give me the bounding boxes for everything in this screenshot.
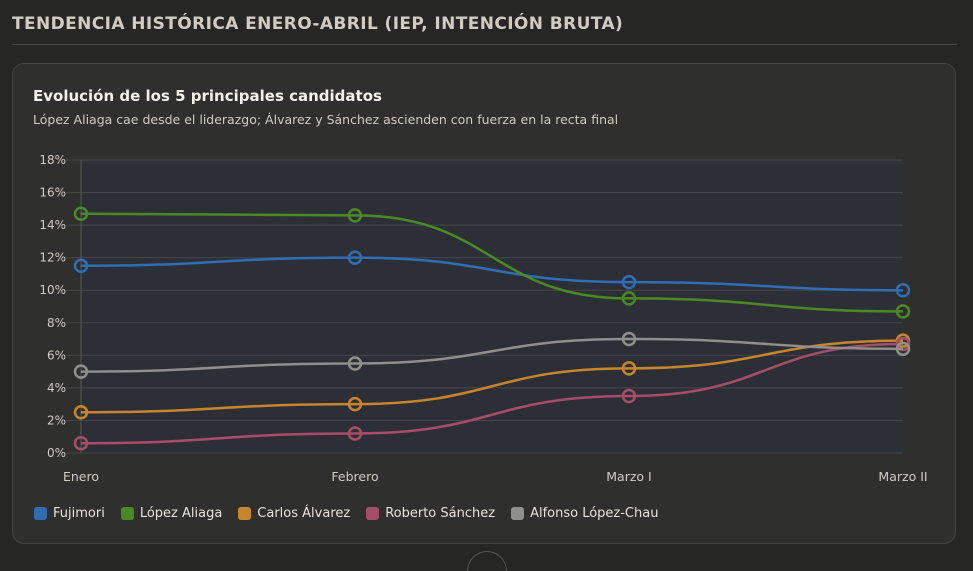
legend-swatch [511,507,525,520]
series-line-roberto-sanchez [80,342,904,445]
data-point-carlos-alvarez [73,405,89,420]
y-tick-label: 12% [39,251,66,265]
x-tick-label: Marzo I [606,469,651,484]
legend-item[interactable]: Carlos Álvarez [238,506,350,521]
legend-swatch [238,507,252,520]
y-tick-label: 8% [47,316,66,330]
data-point-alfonso-lopez-chau [621,331,637,347]
data-point-alfonso-lopez-chau [347,356,363,371]
x-tick-label: Marzo II [878,469,927,484]
series-line-carlos-alvarez [80,339,904,414]
section-divider [12,44,957,45]
y-tick-label: 2% [47,413,66,427]
data-point-lopez-aliaga [895,304,911,319]
legend-item[interactable]: López Aliaga [120,506,223,521]
legend-item[interactable]: Roberto Sánchez [366,506,495,521]
plot-area [81,160,903,453]
data-point-lopez-aliaga [73,206,89,221]
legend-label: López Aliaga [139,506,223,521]
legend-label: Alfonso López-Chau [530,506,659,521]
legend-item[interactable]: Fujimori [34,506,105,521]
data-point-carlos-alvarez [621,361,637,376]
legend-swatch [120,507,134,520]
line-chart: 0% 2% 4% 6% 8% 10% 12% 14% 16% 18% Enero Febrero Mar… [39,153,927,484]
section-title: TENDENCIA HISTÓRICA ENERO-ABRIL (IEP, IN… [12,14,624,34]
data-point-roberto-sanchez [621,388,637,404]
data-point-lopez-aliaga [347,208,363,223]
legend-swatch [366,507,380,520]
data-point-lopez-aliaga [621,291,637,306]
y-tick-label: 4% [47,381,66,395]
chart-subtitle: López Aliaga cae desde el liderazgo; Álv… [33,112,619,127]
series-line-alfonso-lopez-chau [80,337,904,373]
data-point-fujimori [621,274,637,290]
data-point-alfonso-lopez-chau [895,341,911,357]
y-tick-label: 14% [39,218,66,232]
x-tick-label: Febrero [331,469,378,484]
legend-item[interactable]: Alfonso López-Chau [511,506,658,521]
data-point-fujimori [73,258,89,274]
legend-swatch [34,507,47,520]
y-tick-label: 10% [39,283,66,297]
y-tick-label: 0% [47,446,66,460]
data-point-fujimori [347,250,363,265]
chart-title: Evolución de los 5 principales candidato… [33,87,382,105]
y-tick-label: 18% [39,153,66,167]
y-tick-label: 6% [47,348,66,362]
chart-legend: Fujimori López Aliaga Carlos Álvarez Robert… [34,506,658,521]
data-point-alfonso-lopez-chau [73,364,89,379]
data-point-roberto-sanchez [347,426,363,441]
legend-label: Carlos Álvarez [257,506,351,521]
x-tick-label: Enero [63,469,99,484]
series-line-fujimori [80,256,904,292]
legend-label: Roberto Sánchez [385,506,496,521]
data-point-fujimori [895,282,911,298]
data-point-roberto-sanchez [73,435,89,451]
series-line-lopez-aliaga [80,212,904,313]
legend-label: Fujimori [53,506,105,521]
y-tick-label: 16% [39,186,66,200]
data-point-carlos-alvarez [347,396,363,412]
